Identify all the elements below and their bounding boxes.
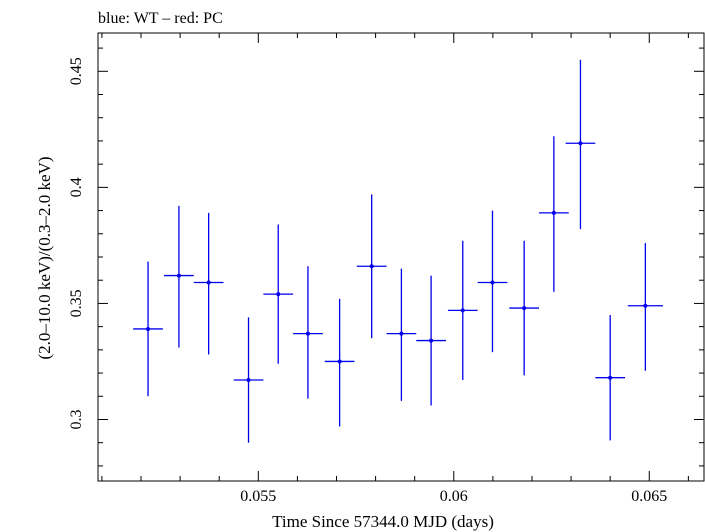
point-marker	[369, 264, 374, 269]
point-marker	[246, 378, 251, 383]
x-tick-label: 0.055	[240, 488, 276, 505]
point-marker	[429, 338, 434, 343]
data-point	[386, 268, 417, 401]
point-marker	[522, 306, 527, 311]
y-tick-label: 0.3	[68, 409, 85, 429]
y-tick-label: 0.35	[68, 289, 85, 317]
x-axis-label: Time Since 57344.0 MJD (days)	[272, 512, 494, 531]
data-point	[324, 298, 355, 427]
data-point	[233, 317, 264, 443]
data-point	[539, 136, 569, 292]
data-point	[263, 224, 294, 364]
point-marker	[643, 303, 648, 308]
point-marker	[206, 280, 211, 285]
point-marker	[578, 141, 583, 146]
x-tick-label: 0.065	[631, 488, 667, 505]
data-point	[293, 266, 323, 399]
y-tick-label: 0.45	[68, 57, 85, 85]
y-axis-ticks: 0.3 0.35 0.4 0.45	[68, 47, 704, 467]
data-point	[164, 205, 194, 348]
point-marker	[490, 280, 495, 285]
data-point	[193, 212, 224, 355]
chart-title: blue: WT – red: PC	[98, 10, 223, 27]
plot-frame	[97, 32, 705, 482]
x-axis-ticks: 0.055 0.06 0.065	[101, 33, 689, 505]
data-point	[133, 261, 163, 397]
point-marker	[337, 359, 342, 364]
data-points	[133, 59, 663, 443]
point-marker	[305, 331, 310, 336]
y-axis-label: (2.0–10.0 keV)/(0.3–2.0 keV)	[35, 156, 54, 359]
point-marker	[276, 292, 281, 297]
data-point	[416, 275, 446, 406]
data-point	[447, 240, 478, 381]
point-marker	[608, 375, 613, 380]
point-marker	[146, 326, 151, 331]
point-marker	[551, 210, 556, 215]
y-tick-label: 0.4	[68, 177, 85, 197]
point-marker	[399, 331, 404, 336]
point-marker	[176, 273, 181, 278]
data-point	[356, 194, 387, 339]
x-tick-label: 0.06	[440, 488, 468, 505]
data-point	[477, 210, 508, 353]
point-marker	[460, 308, 465, 313]
data-point	[595, 315, 626, 441]
data-point	[565, 59, 596, 230]
data-point	[627, 243, 663, 371]
data-point	[509, 240, 540, 376]
